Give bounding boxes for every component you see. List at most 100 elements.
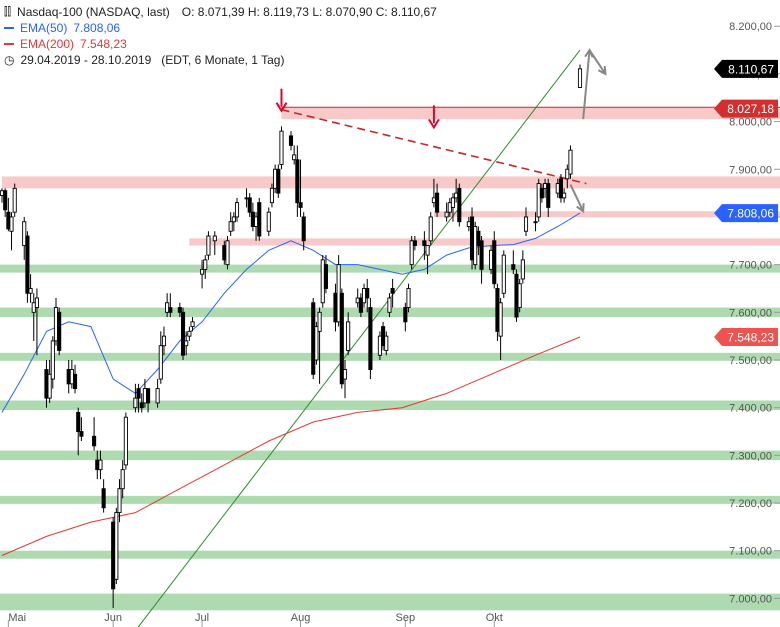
legend-ema200-row: EMA(200) 7.548,23 [4, 36, 437, 52]
time-axis: Mai Jun Jul Aug Sep Okt [7, 612, 503, 627]
candle [301, 212, 306, 251]
candle [311, 298, 316, 380]
candle-body [231, 216, 236, 223]
gray-arrow-shaft [569, 184, 585, 212]
candle [276, 164, 281, 198]
price-tag-label: 7.808,06 [727, 207, 774, 221]
legend-title-row: ⫿⫿ Nasdaq-100 (NASDAQ, last) O: 8.071,39… [4, 4, 437, 20]
candle-body [0, 190, 5, 196]
candle-body [365, 288, 370, 299]
candle [466, 216, 471, 232]
candle-body [136, 388, 141, 399]
candle-body [479, 240, 484, 270]
candle-body [450, 197, 456, 208]
candle [3, 188, 8, 217]
candle-body [444, 211, 449, 218]
price-tag-resistance: 8.027,18 [714, 99, 778, 118]
candle-body [225, 240, 230, 266]
candle-body [57, 311, 62, 351]
candle-body [323, 264, 328, 289]
y-tick-label: 7.700,00 [729, 260, 772, 272]
candle [469, 207, 475, 270]
candle-body [498, 302, 503, 337]
candle [273, 164, 278, 194]
candle-body [50, 340, 55, 380]
support-zone [0, 550, 780, 559]
candle-body [409, 240, 414, 266]
x-tick-label: Mai [8, 612, 26, 624]
candle-body [254, 216, 259, 227]
candle [203, 255, 208, 279]
candle [136, 383, 141, 413]
price-tag-ema200: 7.548,23 [714, 327, 778, 346]
candle-body [368, 307, 373, 370]
x-tick-label: Jun [104, 612, 122, 624]
candle-body [562, 192, 567, 199]
candle [339, 288, 344, 389]
candle-body [501, 254, 506, 294]
candle-body [165, 302, 170, 313]
candle-body [565, 168, 570, 180]
candle [34, 288, 39, 356]
indicator-lines [1, 49, 587, 627]
candle-body [95, 459, 100, 471]
candle [390, 278, 395, 308]
candle [254, 212, 259, 241]
candle [244, 188, 249, 208]
candle-body [431, 197, 436, 204]
candle [72, 364, 78, 394]
candle-body [155, 388, 160, 404]
candle [6, 197, 11, 232]
gray-arrow-head [576, 203, 585, 214]
candle-body [292, 154, 297, 161]
candle [384, 331, 389, 356]
candle-body [101, 488, 106, 509]
candle [234, 197, 240, 222]
candle-body [25, 235, 30, 294]
ema50-label: EMA(50) [20, 21, 68, 35]
candle [47, 359, 52, 403]
x-tick-label: Jul [195, 612, 209, 624]
candle-body [457, 187, 462, 223]
candle-body [244, 197, 249, 200]
candle [444, 202, 449, 222]
candle-body [342, 369, 348, 380]
red-arrow-head [428, 118, 440, 130]
candle-body [79, 431, 84, 437]
candle-body [346, 321, 351, 351]
ema200-label: EMA(200) [20, 37, 75, 51]
candle [568, 145, 573, 179]
y-tick-label: 7.900,00 [729, 164, 772, 176]
candle-body [466, 221, 471, 227]
support-zone [0, 264, 780, 273]
candle-body [298, 202, 303, 208]
resistance-zone [433, 211, 780, 218]
candle-body [476, 230, 481, 247]
candle [225, 236, 230, 270]
support-zone [0, 450, 780, 461]
candle-body [203, 259, 208, 270]
candle [409, 236, 414, 270]
candle-body [377, 335, 382, 356]
candle [536, 178, 541, 222]
x-tick-label: Aug [291, 612, 311, 624]
candle-body [273, 168, 278, 189]
candle [228, 212, 233, 237]
candle [336, 255, 341, 327]
candle-body [295, 159, 300, 204]
candle-body [266, 211, 271, 232]
candle [206, 231, 211, 260]
candle-body [269, 187, 274, 204]
candle [257, 197, 262, 241]
x-tick-label: Sep [396, 612, 416, 624]
candle [511, 250, 516, 275]
ema200-value: 7.548,23 [80, 37, 127, 51]
candle-body [247, 197, 252, 213]
candle [247, 193, 252, 217]
candle [333, 283, 338, 332]
candle [98, 450, 103, 480]
candle-body [98, 459, 103, 471]
candle [577, 64, 583, 88]
candle-body [454, 192, 459, 199]
